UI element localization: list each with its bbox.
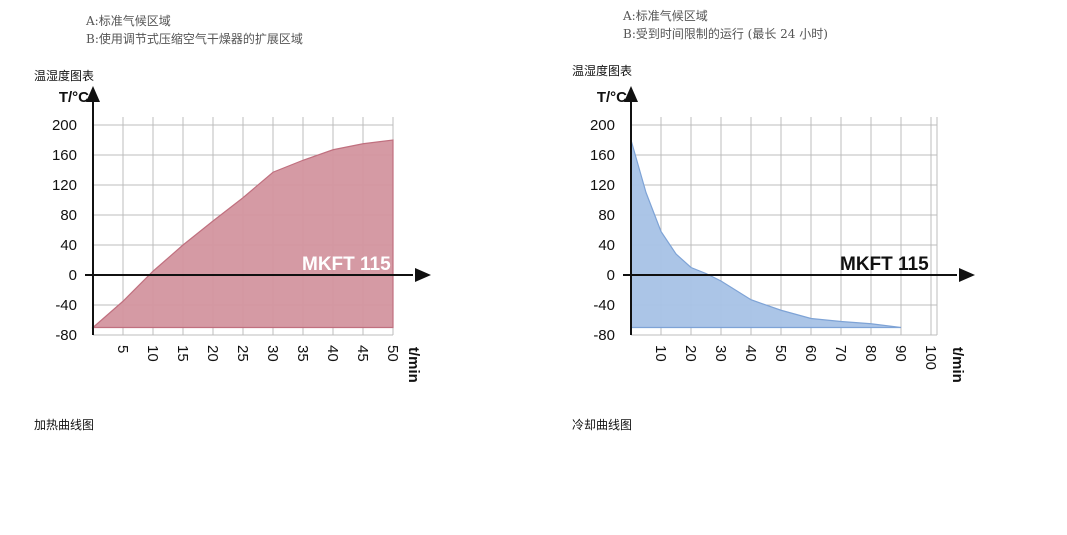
x-tick-label: 25 [234, 345, 251, 362]
x-axis-arrow-icon [415, 268, 431, 282]
x-axis-arrow-icon [959, 268, 975, 282]
x-tick-label: 80 [862, 345, 879, 362]
legend-line-b: B:使用调节式压缩空气干燥器的扩展区域 [86, 32, 303, 46]
y-tick-label: 160 [590, 147, 615, 164]
x-tick-label: 20 [682, 345, 699, 362]
y-axis-title: T/°C [597, 89, 627, 106]
y-tick-label: 0 [69, 267, 77, 284]
x-tick-label: 20 [204, 345, 221, 362]
x-tick-label: 30 [712, 345, 729, 362]
y-tick-label: 40 [60, 237, 77, 254]
y-tick-label: 120 [52, 177, 77, 194]
y-tick-label: 80 [598, 207, 615, 224]
x-axis-title: t/min [949, 347, 966, 383]
area-series [91, 139, 394, 329]
y-tick-label: -80 [593, 327, 615, 344]
legend-line-a: A:标准气候区域 [86, 14, 171, 28]
y-tick-label: 200 [590, 117, 615, 134]
x-tick-label: 10 [144, 345, 161, 362]
x-tick-label: 60 [802, 345, 819, 362]
heating-chart: 200 160 120 80 40 0 -40 -80 5 10 15 20 25 30 35 40 45 50 T… [52, 86, 431, 383]
x-tick-label: 100 [922, 345, 939, 370]
x-tick-label: 45 [354, 345, 371, 362]
model-label: MKFT 115 [840, 254, 929, 275]
x-tick-label: 35 [294, 345, 311, 362]
x-tick-label: 90 [892, 345, 909, 362]
x-tick-label: 70 [832, 345, 849, 362]
y-tick-label: 80 [60, 207, 77, 224]
chart-caption: 加热曲线图 [34, 418, 95, 432]
x-tick-label: 30 [264, 345, 281, 362]
x-tick-label: 40 [742, 345, 759, 362]
x-tick-label: 50 [772, 345, 789, 362]
cooling-chart: 200 160 120 80 40 0 -40 -80 10 20 30 40 50 60 70 80 90 10… [590, 86, 975, 383]
chart-caption: 冷却曲线图 [572, 418, 633, 432]
legend-line-b: B:受到时间限制的运行 (最长 24 小时) [623, 27, 828, 41]
section-title: 温湿度图表 [34, 69, 95, 83]
x-tick-label: 50 [384, 345, 401, 362]
y-tick-label: -40 [55, 297, 77, 314]
y-tick-label: 120 [590, 177, 615, 194]
y-tick-label: 200 [52, 117, 77, 134]
y-tick-label: -40 [593, 297, 615, 314]
legend-line-a: A:标准气候区域 [623, 9, 708, 23]
x-tick-label: 15 [174, 345, 191, 362]
x-tick-label: 40 [324, 345, 341, 362]
y-tick-label: -80 [55, 327, 77, 344]
x-axis-title: t/min [405, 347, 422, 383]
heating-panel: A:标准气候区域 B:使用调节式压缩空气干燥器的扩展区域 温湿度图表 200 16… [0, 0, 533, 535]
x-tick-label: 10 [652, 345, 669, 362]
area-series [630, 139, 902, 329]
section-title: 温湿度图表 [572, 64, 633, 78]
y-axis-title: T/°C [59, 89, 89, 106]
y-tick-label: 160 [52, 147, 77, 164]
y-tick-label: 40 [598, 237, 615, 254]
x-tick-label: 5 [114, 345, 131, 353]
y-tick-label: 0 [607, 267, 615, 284]
model-label: MKFT 115 [302, 254, 391, 275]
y-axis-arrow-icon [624, 86, 638, 102]
cooling-panel: A:标准气候区域 B:受到时间限制的运行 (最长 24 小时) 温湿度图表 20… [533, 0, 1066, 535]
y-axis-arrow-icon [86, 86, 100, 102]
